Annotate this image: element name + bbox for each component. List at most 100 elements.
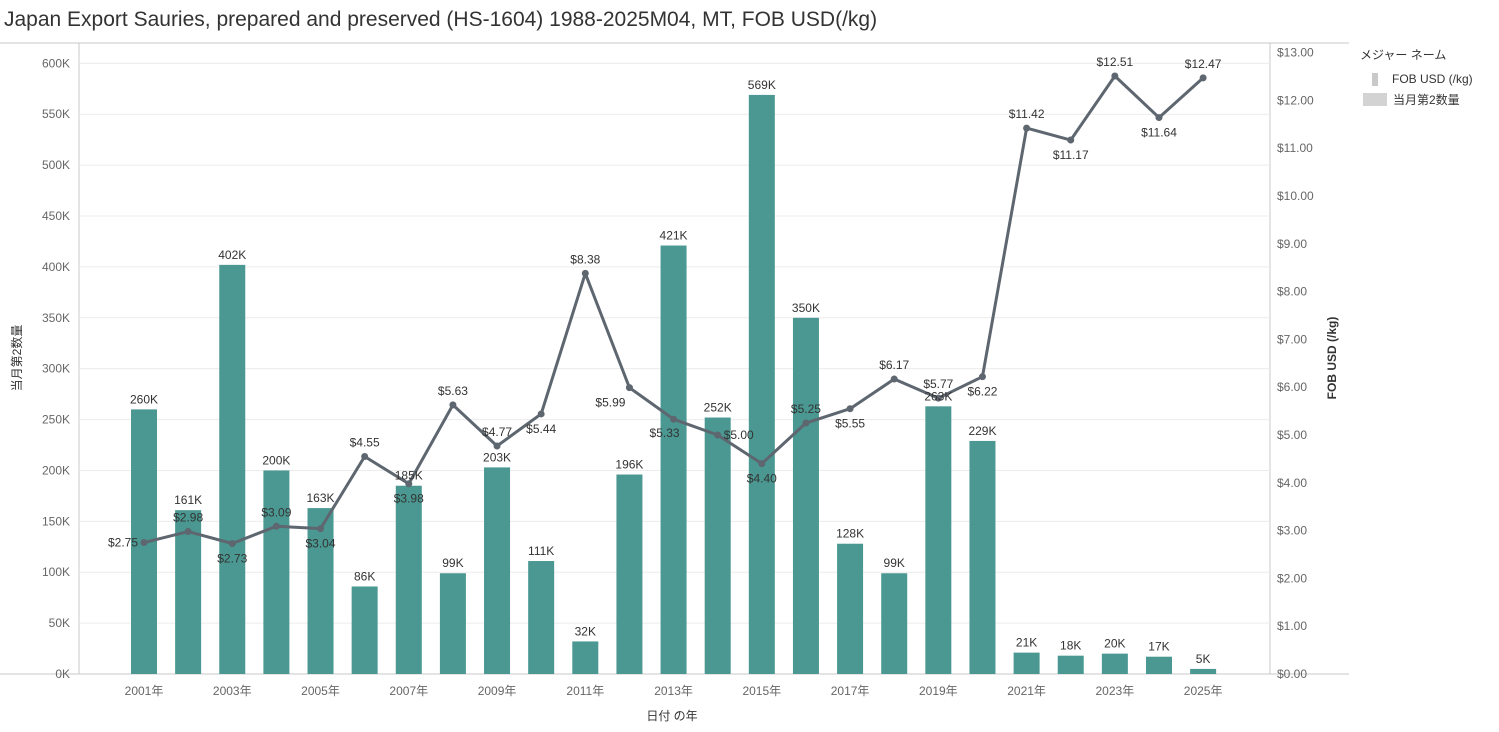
bar <box>263 470 290 674</box>
price-point <box>184 528 192 536</box>
price-value-label: $4.40 <box>747 472 777 486</box>
bar-value-label: 185K <box>395 469 423 483</box>
y-tick-label: 300K <box>42 362 70 376</box>
x-tick-label: 2013年 <box>654 684 693 698</box>
price-point <box>670 415 678 423</box>
bar <box>572 641 599 674</box>
y2-axis-title: FOB USD (/kg) <box>1325 317 1339 400</box>
price-value-label: $5.33 <box>650 426 680 440</box>
price-point <box>228 539 236 547</box>
bar-value-label: 20K <box>1104 637 1125 651</box>
bar <box>395 485 422 674</box>
bar <box>1057 655 1084 674</box>
legend-bar-swatch <box>1363 92 1387 106</box>
y2-tick-label: $4.00 <box>1277 476 1307 490</box>
y-tick-label: 450K <box>42 209 70 223</box>
price-value-label: $11.42 <box>1009 107 1045 121</box>
price-value-label: $5.00 <box>724 428 754 442</box>
price-point <box>317 525 325 533</box>
y2-tick-label: $5.00 <box>1277 428 1307 442</box>
bar <box>307 508 334 674</box>
bar-value-label: 32K <box>575 624 596 638</box>
bar-value-label: 18K <box>1060 639 1081 653</box>
y-tick-label: 600K <box>42 56 70 70</box>
bar-value-label: 17K <box>1148 640 1169 654</box>
price-value-label: $2.75 <box>108 536 138 550</box>
bar-value-label: 99K <box>442 556 463 570</box>
bar-value-label: 402K <box>218 248 246 262</box>
y-tick-label: 400K <box>42 260 70 274</box>
y-tick-label: 350K <box>42 311 70 325</box>
x-tick-label: 2019年 <box>919 684 958 698</box>
x-tick-label: 2003年 <box>213 684 252 698</box>
bar-value-label: 203K <box>483 450 511 464</box>
bar <box>1190 668 1217 674</box>
price-point <box>493 442 501 450</box>
price-point <box>1111 72 1119 80</box>
y-tick-label: 150K <box>42 514 70 528</box>
y2-tick-label: $1.00 <box>1277 619 1307 633</box>
price-point <box>361 452 369 460</box>
bar <box>219 264 246 674</box>
y2-tick-label: $11.00 <box>1277 141 1313 155</box>
price-value-label: $5.99 <box>595 396 625 410</box>
bar <box>837 543 864 674</box>
price-value-label: $2.73 <box>217 551 247 565</box>
bar <box>1013 652 1040 674</box>
x-tick-label: 2017年 <box>831 684 870 698</box>
bar <box>792 317 819 674</box>
price-value-label: $8.38 <box>570 252 600 266</box>
price-point <box>846 405 854 413</box>
x-axis-title: 日付 の年 <box>646 709 697 723</box>
y2-tick-label: $6.00 <box>1277 380 1307 394</box>
bar-value-label: 229K <box>968 424 996 438</box>
price-point <box>758 460 766 468</box>
bar-value-label: 200K <box>262 453 290 467</box>
bar <box>175 510 202 674</box>
bar <box>351 586 378 674</box>
bar-value-label: 21K <box>1016 636 1037 650</box>
price-point <box>140 539 148 547</box>
bar-value-label: 263K <box>924 389 952 403</box>
price-value-label: $11.64 <box>1141 126 1177 140</box>
y-tick-label: 200K <box>42 463 70 477</box>
y2-tick-label: $7.00 <box>1277 332 1307 346</box>
x-tick-label: 2007年 <box>389 684 428 698</box>
y2-tick-label: $9.00 <box>1277 237 1307 251</box>
price-value-label: $12.47 <box>1185 57 1222 71</box>
legend-item-fob[interactable]: FOB USD (/kg) <box>1360 69 1473 89</box>
bar-value-label: 128K <box>836 527 864 541</box>
legend-item-label: 当月第2数量 <box>1393 92 1460 107</box>
x-tick-label: 2023年 <box>1096 684 1135 698</box>
price-value-label: $4.55 <box>350 435 380 449</box>
bar-value-label: 99K <box>884 556 905 570</box>
price-value-label: $3.98 <box>394 492 424 506</box>
bar <box>704 417 731 674</box>
y2-tick-label: $10.00 <box>1277 189 1314 203</box>
legend-item-quantity[interactable]: 当月第2数量 <box>1360 89 1473 109</box>
bar <box>925 406 952 674</box>
y-tick-label: 0K <box>55 667 70 681</box>
y-tick-label: 250K <box>42 413 70 427</box>
x-tick-label: 2021年 <box>1007 684 1046 698</box>
price-value-label: $6.17 <box>879 358 909 372</box>
price-point <box>449 401 457 409</box>
bar-value-label: 260K <box>130 392 158 406</box>
price-point <box>405 480 413 488</box>
y-tick-label: 550K <box>42 107 70 121</box>
price-value-label: $5.44 <box>526 422 556 436</box>
y2-tick-label: $13.00 <box>1277 46 1314 60</box>
legend: メジャー ネーム FOB USD (/kg) 当月第2数量 <box>1360 46 1473 109</box>
bar <box>616 474 643 674</box>
legend-title: メジャー ネーム <box>1360 48 1447 62</box>
bar <box>484 467 511 674</box>
x-tick-label: 2009年 <box>478 684 517 698</box>
x-tick-label: 2005年 <box>301 684 340 698</box>
price-value-label: $5.77 <box>923 377 953 391</box>
price-value-label: $11.17 <box>1053 148 1089 162</box>
chart-area[interactable]: 0K 50K 100K 150K 200K 250K 300K 350K 400K 450K 500… <box>0 0 1350 732</box>
price-point <box>890 375 898 383</box>
bar <box>969 440 996 674</box>
x-tick-label: 2001年 <box>125 684 164 698</box>
bar <box>748 94 775 674</box>
